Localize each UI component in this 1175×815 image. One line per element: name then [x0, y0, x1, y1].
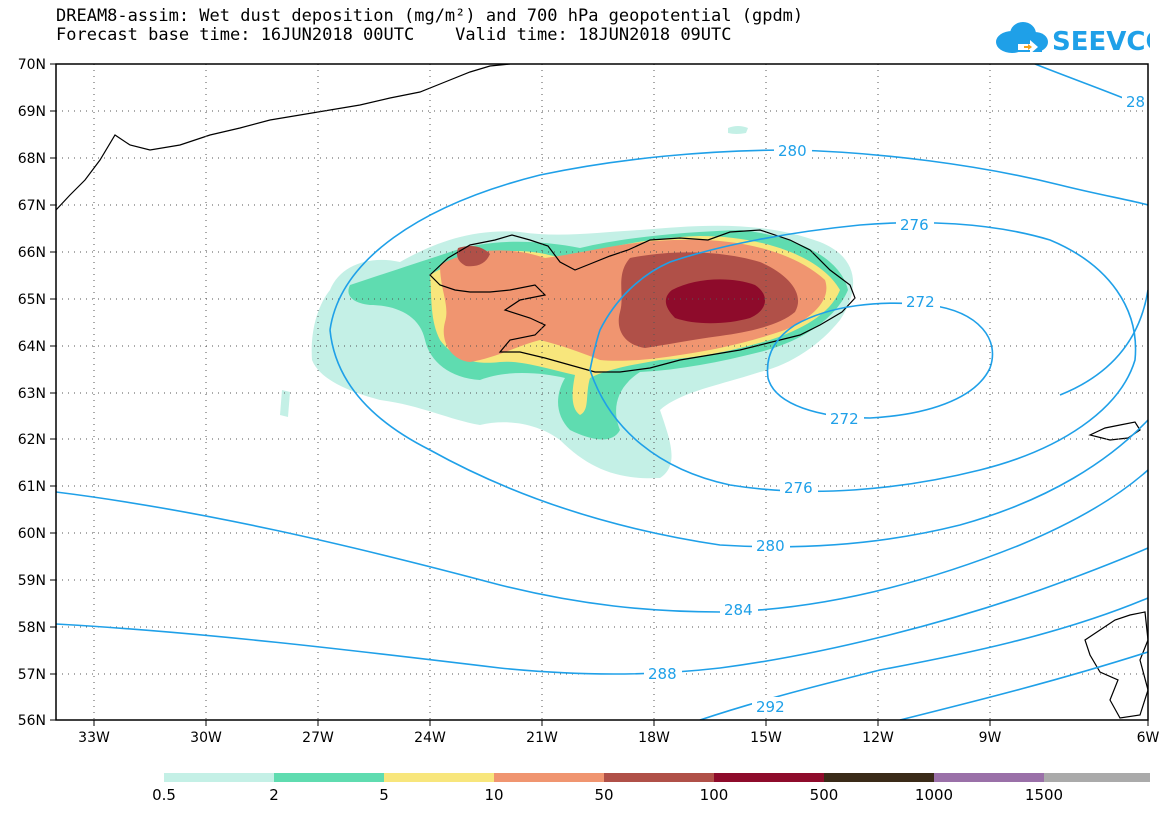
- legend-swatch: [934, 773, 1044, 782]
- dust-area-light2: [280, 390, 290, 417]
- legend-label: 500: [810, 786, 839, 804]
- legend-label: 50: [594, 786, 613, 804]
- contour-label-272-bottom: 272: [830, 410, 859, 428]
- contour-label-280-bottom: 280: [756, 537, 785, 555]
- longitude-labels: 33W 30W 27W 24W 21W 18W 15W 12W 9W 6W: [78, 730, 1159, 746]
- legend-swatch: [604, 773, 714, 782]
- contour-label-276-top: 276: [900, 216, 929, 234]
- contour-label-280-top: 280: [778, 142, 807, 160]
- dust-area-darkred: [665, 279, 766, 324]
- lat-label: 56N: [18, 713, 46, 729]
- lon-label: 27W: [302, 730, 334, 746]
- lon-label: 12W: [862, 730, 894, 746]
- scotland-coast: [1084, 611, 1148, 719]
- legend-label: 10: [484, 786, 503, 804]
- chart-subtitle: Forecast base time: 16JUN2018 00UTC Vali…: [56, 25, 732, 45]
- lon-label: 15W: [750, 730, 782, 746]
- lat-label: 57N: [18, 667, 46, 683]
- latitude-labels: 70N 69N 68N 67N 66N 65N 64N 63N 62N 61N …: [18, 57, 46, 729]
- lat-label: 68N: [18, 151, 46, 167]
- legend-swatch: [1044, 773, 1150, 782]
- coastlines: [56, 64, 1148, 719]
- lat-label: 59N: [18, 573, 46, 589]
- legend-label: 1000: [915, 786, 953, 804]
- lat-label: 66N: [18, 245, 46, 261]
- contour-284: [56, 469, 1148, 613]
- greenland-coast: [56, 64, 511, 211]
- legend-swatch: [824, 773, 934, 782]
- lon-label: 21W: [526, 730, 558, 746]
- contour-label-28: 28: [1126, 93, 1145, 111]
- contour-label-272-top: 272: [906, 293, 935, 311]
- lon-label: 18W: [638, 730, 670, 746]
- tick-marks: [50, 63, 1149, 726]
- contour-288: [56, 547, 1148, 675]
- legend-swatch: [384, 773, 494, 782]
- dust-deposition-shading: [280, 126, 854, 479]
- lon-label: 33W: [78, 730, 110, 746]
- cloud-icon: [996, 22, 1048, 54]
- lat-label: 62N: [18, 432, 46, 448]
- color-legend: 0.5 2 5 10 50 100 500 1000 1500: [152, 773, 1150, 804]
- legend-label: 2: [269, 786, 279, 804]
- dust-area-light3: [728, 126, 748, 134]
- lat-label: 58N: [18, 620, 46, 636]
- lat-label: 67N: [18, 198, 46, 214]
- contour-280-right: [1059, 289, 1148, 396]
- contour-label-292: 292: [756, 698, 785, 716]
- lat-label: 64N: [18, 339, 46, 355]
- contour-292b: [899, 651, 1148, 720]
- contour-label-288: 288: [648, 665, 677, 683]
- legend-swatch: [164, 773, 274, 782]
- contour-276: [589, 221, 1137, 493]
- lon-label: 6W: [1137, 730, 1160, 746]
- iceland-coast: [429, 229, 856, 373]
- lon-label: 30W: [190, 730, 222, 746]
- legend-swatch: [274, 773, 384, 782]
- faroe-coast: [1088, 421, 1141, 441]
- legend-swatch: [714, 773, 824, 782]
- lat-label: 69N: [18, 104, 46, 120]
- lat-label: 60N: [18, 526, 46, 542]
- contour-280-lower: [329, 329, 1148, 548]
- lat-label: 63N: [18, 386, 46, 402]
- plot-frame: [55, 63, 1149, 721]
- dust-area-brown2: [457, 246, 490, 267]
- graticule: [56, 64, 1148, 720]
- lon-label: 9W: [979, 730, 1002, 746]
- legend-swatch: [494, 773, 604, 782]
- lon-label: 24W: [414, 730, 446, 746]
- legend-label: 1500: [1025, 786, 1063, 804]
- legend-label: 0.5: [152, 786, 176, 804]
- contour-label-276-bottom: 276: [784, 479, 813, 497]
- lat-label: 65N: [18, 292, 46, 308]
- contour-labels: 284 288 292 280 280 276 276 272 272 28: [644, 92, 1148, 716]
- contour-280: [329, 149, 1148, 331]
- lat-label: 70N: [18, 57, 46, 73]
- legend-label: 100: [700, 786, 729, 804]
- lat-label: 61N: [18, 479, 46, 495]
- contour-label-284: 284: [724, 601, 753, 619]
- seevccc-logo: SEEVCCC: [996, 22, 1150, 57]
- legend-label: 5: [379, 786, 389, 804]
- svg-text:SEEVCCC: SEEVCCC: [1052, 27, 1150, 57]
- chart-title: DREAM8-assim: Wet dust deposition (mg/m²…: [56, 6, 804, 26]
